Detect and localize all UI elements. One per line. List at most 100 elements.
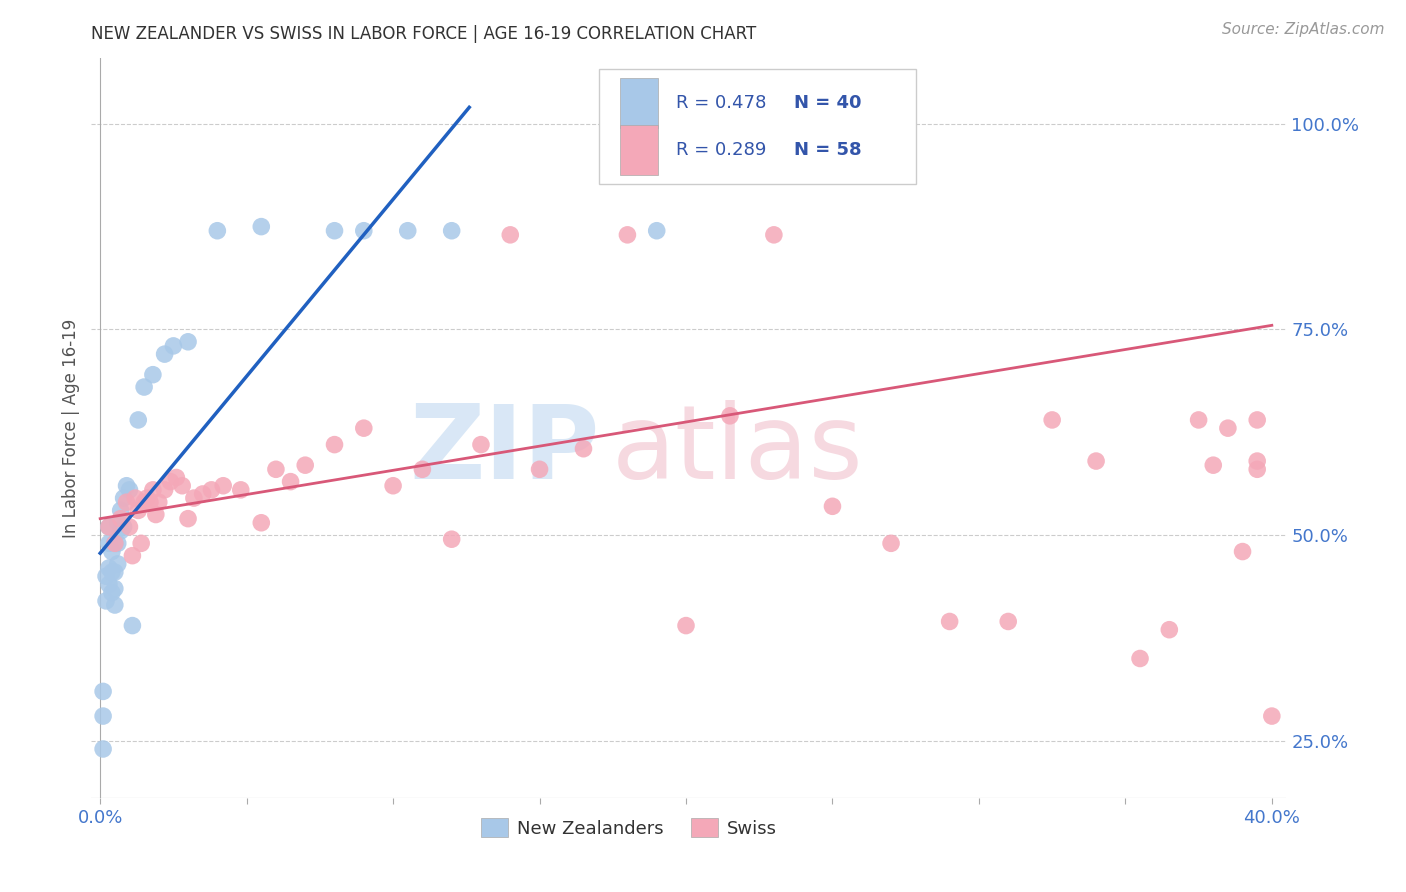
Y-axis label: In Labor Force | Age 16-19: In Labor Force | Age 16-19: [62, 318, 80, 538]
Text: R = 0.478: R = 0.478: [676, 94, 766, 112]
Point: [396, 224, 419, 238]
Point: [1159, 623, 1181, 637]
Point: [177, 334, 200, 349]
Point: [132, 495, 155, 509]
Point: [353, 421, 375, 435]
Point: [107, 516, 129, 530]
FancyBboxPatch shape: [599, 69, 917, 184]
Point: [440, 224, 463, 238]
Point: [529, 462, 551, 476]
Text: R = 0.289: R = 0.289: [676, 141, 766, 159]
Point: [264, 462, 287, 476]
Point: [118, 483, 141, 497]
Point: [162, 339, 184, 353]
Point: [104, 536, 127, 550]
Point: [675, 618, 697, 632]
Point: [145, 508, 167, 522]
Point: [645, 224, 668, 238]
Point: [821, 500, 844, 514]
Point: [142, 483, 165, 497]
Point: [499, 227, 522, 242]
Point: [142, 368, 165, 382]
Point: [118, 520, 141, 534]
Point: [98, 561, 120, 575]
Text: N = 40: N = 40: [794, 94, 862, 112]
Point: [470, 437, 492, 451]
Point: [207, 224, 229, 238]
Point: [139, 495, 162, 509]
Point: [129, 536, 152, 550]
Point: [1246, 454, 1268, 468]
Point: [136, 491, 159, 505]
Point: [280, 475, 302, 489]
Point: [250, 516, 273, 530]
Text: N = 58: N = 58: [794, 141, 862, 159]
Point: [440, 532, 463, 546]
Point: [94, 569, 117, 583]
Point: [98, 577, 120, 591]
Point: [104, 582, 127, 596]
Point: [110, 503, 132, 517]
Legend: New Zealanders, Swiss: New Zealanders, Swiss: [474, 811, 785, 845]
Point: [572, 442, 595, 456]
Point: [1202, 458, 1225, 473]
Point: [124, 491, 146, 505]
Text: Source: ZipAtlas.com: Source: ZipAtlas.com: [1222, 22, 1385, 37]
Point: [191, 487, 214, 501]
Text: ZIP: ZIP: [409, 400, 599, 501]
Point: [1085, 454, 1108, 468]
Point: [250, 219, 273, 234]
Point: [101, 565, 124, 579]
Point: [98, 520, 120, 534]
Point: [159, 475, 181, 489]
Bar: [620, 78, 658, 128]
Point: [115, 495, 138, 509]
Point: [183, 491, 205, 505]
Point: [1040, 413, 1063, 427]
Point: [153, 347, 176, 361]
Point: [212, 479, 235, 493]
Point: [165, 470, 187, 484]
Point: [121, 549, 143, 563]
Point: [718, 409, 741, 423]
Point: [101, 585, 124, 599]
Point: [98, 536, 120, 550]
Point: [172, 479, 194, 493]
Point: [229, 483, 252, 497]
Point: [98, 520, 120, 534]
Point: [91, 742, 114, 756]
Point: [91, 709, 114, 723]
Point: [353, 224, 375, 238]
Point: [127, 413, 149, 427]
Point: [107, 536, 129, 550]
Point: [1129, 651, 1152, 665]
Point: [1187, 413, 1209, 427]
Point: [104, 598, 127, 612]
Point: [112, 491, 135, 505]
Point: [94, 594, 117, 608]
Point: [101, 544, 124, 558]
Point: [1216, 421, 1239, 435]
Point: [132, 380, 155, 394]
Point: [112, 520, 135, 534]
Point: [127, 503, 149, 517]
Point: [200, 483, 222, 497]
Point: [938, 615, 960, 629]
Text: atlas: atlas: [612, 400, 863, 501]
Point: [107, 557, 129, 571]
Text: NEW ZEALANDER VS SWISS IN LABOR FORCE | AGE 16-19 CORRELATION CHART: NEW ZEALANDER VS SWISS IN LABOR FORCE | …: [91, 25, 756, 43]
Point: [177, 511, 200, 525]
Bar: [620, 125, 658, 175]
Point: [1261, 709, 1284, 723]
Point: [115, 479, 138, 493]
Point: [323, 224, 346, 238]
Point: [121, 618, 143, 632]
Point: [104, 565, 127, 579]
Point: [104, 536, 127, 550]
Point: [997, 615, 1019, 629]
Point: [1246, 462, 1268, 476]
Point: [323, 437, 346, 451]
Point: [110, 511, 132, 525]
Point: [91, 684, 114, 698]
Point: [382, 479, 405, 493]
